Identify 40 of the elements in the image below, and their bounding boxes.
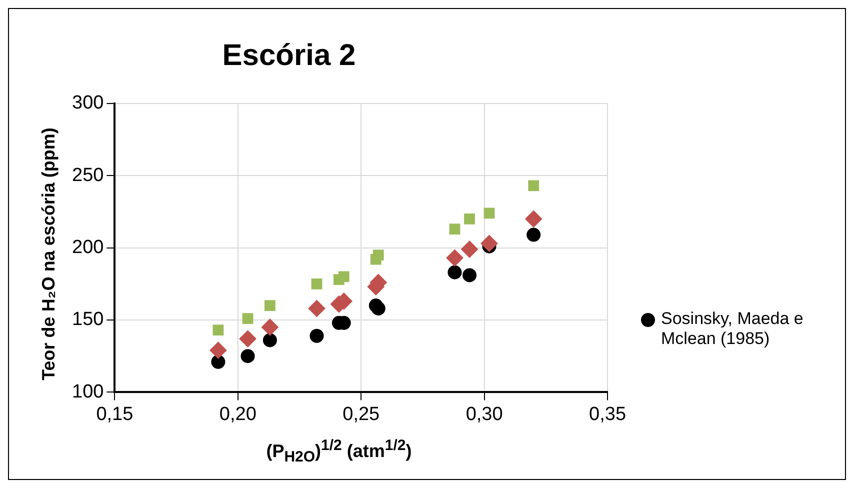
point xyxy=(338,271,350,282)
y-tick-label: 300 xyxy=(72,92,104,114)
point xyxy=(371,301,386,316)
point xyxy=(446,249,464,266)
point xyxy=(264,300,276,312)
point xyxy=(239,330,256,348)
x-axis-title: (P$_{H2O}$)$^{1/2}$ (atm$^{1/2}$) xyxy=(265,437,413,466)
point xyxy=(261,318,278,336)
point xyxy=(262,333,277,348)
point xyxy=(526,228,541,242)
point xyxy=(448,265,462,280)
legend-label: Sosinsky, Maeda e Mclean (1985) xyxy=(661,309,804,349)
y-axis-title: Teor de H₂O na escória (ppm) xyxy=(38,126,60,382)
x-tick-label: 0,30 xyxy=(466,404,503,425)
x-tick-label: 0,15 xyxy=(96,404,134,425)
point xyxy=(240,349,255,364)
point xyxy=(525,210,542,228)
y-tick-label: 100 xyxy=(72,381,104,402)
point xyxy=(464,213,475,224)
point xyxy=(461,240,478,258)
point xyxy=(528,180,540,192)
point xyxy=(242,313,254,324)
y-tick-label: 200 xyxy=(72,237,104,258)
point xyxy=(212,324,224,336)
point xyxy=(211,354,226,369)
x-tick-label: 0,25 xyxy=(342,404,380,425)
x-tick-label: 0,20 xyxy=(219,404,256,425)
point xyxy=(462,268,477,282)
point xyxy=(480,234,498,252)
y-tick-label: 150 xyxy=(72,309,104,330)
point xyxy=(210,342,227,359)
y-tick-label: 250 xyxy=(72,164,104,186)
point xyxy=(372,250,384,260)
point xyxy=(484,208,495,219)
point xyxy=(310,328,324,343)
point xyxy=(308,300,326,317)
chart-title: Escória 2 xyxy=(221,39,357,73)
point xyxy=(449,224,460,234)
x-tick-label: 0,35 xyxy=(589,404,626,425)
point xyxy=(311,278,322,290)
